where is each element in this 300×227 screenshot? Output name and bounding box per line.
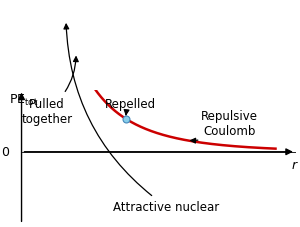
- Text: PE$_{\rm tot}$: PE$_{\rm tot}$: [9, 92, 38, 107]
- Text: Pulled
together: Pulled together: [21, 58, 78, 125]
- Text: r: r: [292, 158, 297, 171]
- Text: Repulsive
Coulomb: Repulsive Coulomb: [191, 109, 258, 143]
- Text: Attractive nuclear: Attractive nuclear: [64, 25, 219, 213]
- Text: 0: 0: [1, 146, 9, 159]
- Text: Repelled: Repelled: [105, 97, 156, 116]
